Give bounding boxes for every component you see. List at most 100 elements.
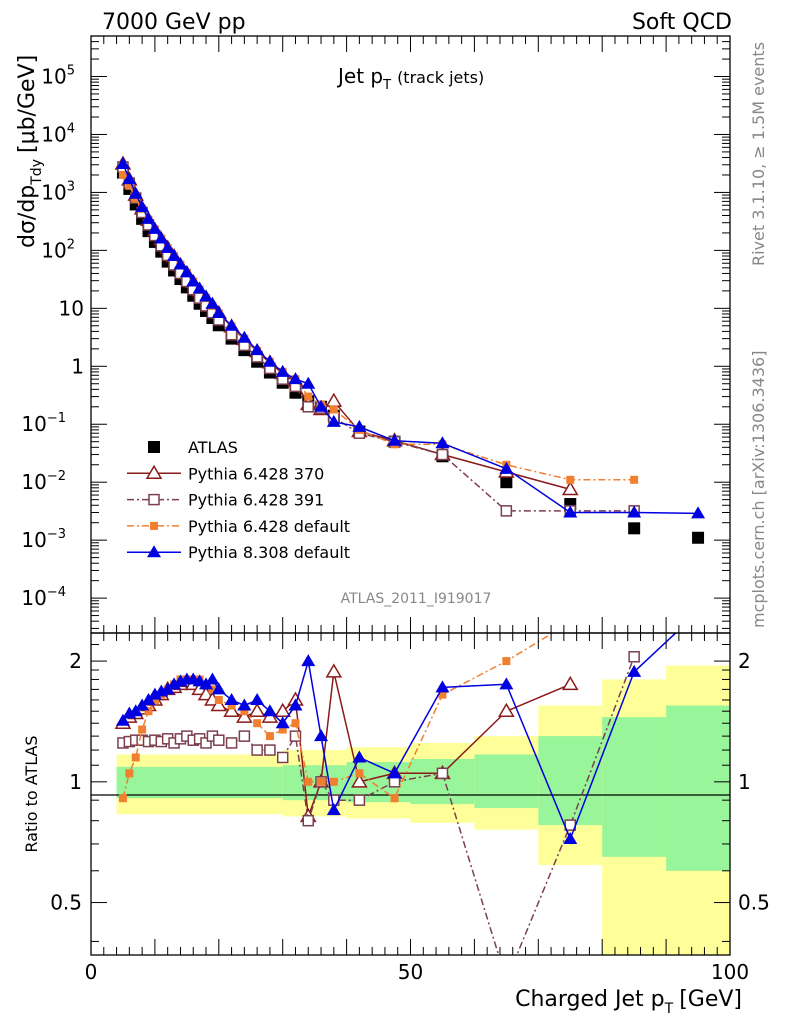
main-data-point bbox=[250, 343, 265, 356]
ratio-data-point bbox=[223, 702, 240, 717]
ratio-data-point bbox=[352, 750, 367, 763]
main-data-point bbox=[387, 433, 402, 446]
main-data-point bbox=[692, 531, 705, 544]
analysis-label: ATLAS_2011_I919017 bbox=[341, 591, 492, 607]
ratio-band-green bbox=[116, 766, 283, 799]
legend-marker bbox=[150, 521, 158, 530]
main-data-point bbox=[288, 372, 303, 385]
main-data-point bbox=[301, 376, 316, 389]
ratio-band-green bbox=[602, 717, 667, 857]
ratio-data-point bbox=[147, 687, 162, 700]
ratio-data-point bbox=[275, 716, 290, 729]
ratio-data-layer bbox=[114, 560, 705, 955]
mcplots-label: mcplots.cern.ch [arXiv:1306.3436] bbox=[749, 351, 768, 628]
ratio-y-tick-label: 2 bbox=[69, 649, 82, 673]
ratio-data-point bbox=[436, 767, 449, 780]
main-data-point bbox=[122, 172, 137, 185]
x-axis-label: Charged Jet pT [GeV] bbox=[515, 987, 742, 1017]
ratio-data-point bbox=[351, 773, 368, 788]
ratio-data-point bbox=[289, 730, 302, 742]
x-tick-label: 50 bbox=[398, 960, 423, 984]
ratio-data-point bbox=[237, 698, 252, 711]
main-data-point bbox=[237, 330, 252, 343]
ratio-data-point bbox=[138, 725, 147, 734]
header-right: Soft QCD bbox=[632, 10, 732, 35]
ratio-data-point bbox=[326, 803, 341, 816]
main-y-tick-label: 10−1 bbox=[21, 411, 66, 436]
main-data-layer bbox=[114, 155, 706, 544]
ratio-y-tick-label: 0.5 bbox=[50, 891, 82, 915]
legend-marker bbox=[145, 464, 163, 480]
main-data-point bbox=[435, 436, 450, 449]
main-data-point bbox=[499, 461, 514, 474]
main-data-point bbox=[128, 186, 143, 199]
ratio-data-point bbox=[355, 769, 364, 778]
legend: ATLAS Pythia 6.428 370 Pythia 6.428 391 Pyt… bbox=[127, 438, 350, 562]
ratio-data-point bbox=[118, 794, 127, 803]
ratio-data-point bbox=[214, 695, 223, 704]
ratio-band-green bbox=[666, 705, 730, 871]
main-data-point bbox=[563, 505, 578, 518]
main-series-group bbox=[114, 155, 706, 544]
ratio-series-1 bbox=[117, 651, 640, 955]
ratio-data-point bbox=[302, 814, 315, 827]
main-y-tick-label: 105 bbox=[41, 64, 75, 89]
main-data-point bbox=[314, 399, 329, 412]
ratio-data-point bbox=[131, 753, 140, 762]
ratio-data-point bbox=[563, 832, 578, 845]
main-data-point bbox=[630, 475, 639, 484]
ratio-data-point bbox=[274, 702, 292, 717]
ratio-data-point bbox=[265, 732, 274, 741]
ratio-y-ticks: 0.5 0.5 1 1 2 2 bbox=[50, 643, 770, 942]
main-series-line bbox=[122, 163, 699, 515]
main-data-point bbox=[118, 170, 127, 179]
main-series-0 bbox=[116, 166, 705, 544]
ratio-data-point bbox=[628, 651, 640, 663]
main-y-tick-label: 10 bbox=[59, 296, 84, 320]
plot-title: Jet pT (track jets) bbox=[336, 64, 484, 93]
ratio-data-point bbox=[502, 657, 511, 666]
ratio-data-point bbox=[262, 704, 277, 717]
ratio-data-point bbox=[353, 794, 366, 806]
ratio-data-point bbox=[264, 744, 276, 756]
main-y-tick-label: 10−4 bbox=[21, 585, 66, 610]
main-data-point bbox=[141, 211, 156, 224]
ratio-data-point bbox=[304, 777, 313, 786]
ratio-band-green bbox=[474, 754, 539, 809]
main-data-point bbox=[199, 289, 214, 302]
ratio-data-point bbox=[125, 769, 134, 778]
main-y-tick-label: 104 bbox=[41, 121, 75, 146]
main-y-tick-label: 103 bbox=[41, 179, 75, 204]
ratio-data-point bbox=[314, 729, 329, 742]
ratio-data-point bbox=[627, 664, 642, 677]
ratio-y-tick-label-right: 2 bbox=[738, 649, 751, 673]
main-data-point bbox=[205, 296, 220, 309]
ratio-data-point bbox=[236, 708, 253, 723]
main-y-tick-label: 10−2 bbox=[21, 469, 66, 494]
x-tick-label: 0 bbox=[85, 960, 98, 984]
ratio-data-point bbox=[288, 698, 303, 711]
main-data-point bbox=[179, 265, 194, 278]
ratio-data-point bbox=[144, 707, 153, 716]
main-data-point bbox=[627, 505, 642, 518]
ratio-data-point bbox=[200, 737, 212, 749]
main-data-point bbox=[304, 392, 313, 401]
legend-label: Pythia 6.428 default bbox=[188, 517, 350, 536]
main-data-point bbox=[326, 414, 341, 427]
ratio-data-point bbox=[208, 685, 217, 694]
ratio-data-point bbox=[691, 605, 705, 617]
main-series-2 bbox=[117, 161, 640, 517]
ratio-data-point bbox=[630, 560, 638, 568]
main-data-point bbox=[352, 419, 367, 432]
ratio-data-point bbox=[210, 696, 228, 712]
main-data-point bbox=[262, 354, 277, 367]
legend-label: Pythia 6.428 370 bbox=[188, 464, 324, 483]
main-data-point bbox=[302, 401, 315, 413]
ratio-series-group bbox=[114, 560, 705, 955]
ratio-data-point bbox=[211, 682, 226, 695]
ratio-y-tick-label-right: 0.5 bbox=[738, 891, 770, 915]
main-data-point bbox=[147, 221, 162, 234]
ratio-series-3 bbox=[115, 605, 705, 845]
